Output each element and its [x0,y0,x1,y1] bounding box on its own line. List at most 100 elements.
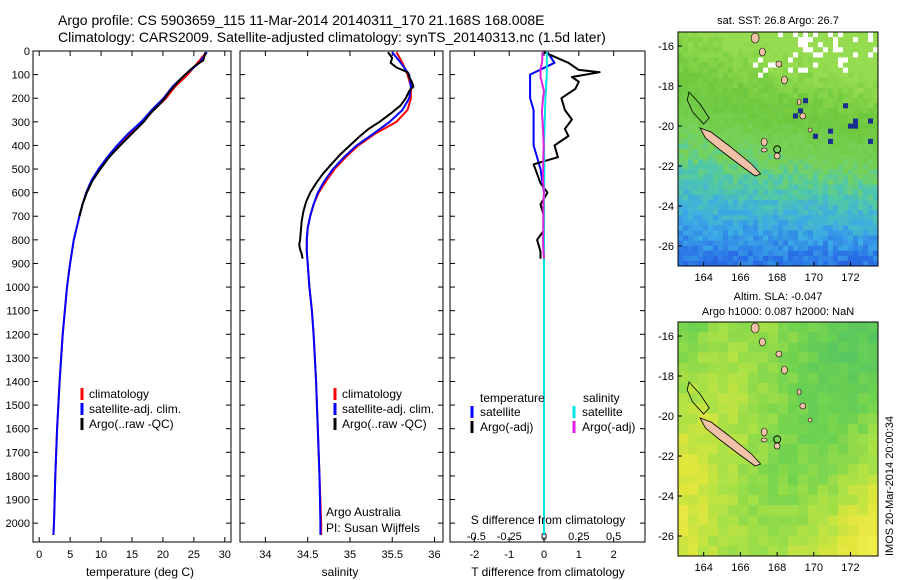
m-sst-cell [803,255,809,262]
m-sla-cell [768,342,779,353]
m-sst-cell [678,174,684,180]
m-sst-cell [853,98,859,104]
m-sst-cell [863,225,869,231]
m-sst-cell [728,67,734,74]
m-sst-cell [773,37,779,43]
m-sst-cell [678,133,684,140]
m-sst-cell [723,118,729,124]
m-sla-cell [768,484,779,496]
m-sst-cell [738,98,744,104]
m-sst-cell [823,123,829,130]
m-sst-cell [788,174,794,180]
m-sst-cell [768,133,774,140]
m-sst-cell [758,189,764,196]
m-sst-cell [788,154,794,160]
m-sla-x-tick-label: 172 [841,562,859,574]
m-sla-cell [708,464,719,475]
m-sst-cell [693,199,699,206]
m-sst-cell [678,189,684,196]
m-sst-cell [703,210,709,216]
m-sst-cell [683,77,689,84]
m-sst-cell [868,250,874,257]
m-sst-x-tick-label: 168 [768,272,786,284]
islet [773,442,781,450]
m-sst-cell [708,169,714,175]
m-sst-cell [818,118,824,124]
m-sst-cell [758,37,764,43]
m-sst-cell [838,32,844,38]
m-sst-cell [753,230,759,236]
m-sst-cell [723,82,729,89]
m-sst-cell [703,113,709,119]
m-sst-cell [708,62,714,69]
m-sst-cell [788,215,794,221]
m-sla-cell [828,484,839,496]
m-sla-cell [788,342,799,353]
m-sla-cell [848,433,859,445]
m-sla-cell [868,342,879,353]
m-sst-cell [838,118,844,124]
m-sst-cell [693,82,699,89]
m-sla-cell [808,362,819,374]
m-sla-cell [678,403,689,414]
m-sst-cell [873,118,879,124]
m-sla-cell [838,525,849,537]
m-sst-cell [823,260,829,267]
m-sst-cell [833,37,839,43]
m-sst-cell [733,72,739,79]
m-sst-cell [738,169,744,175]
m-sst-cell [748,108,754,114]
m-sst-cell [873,154,879,160]
m-sst-x-tick-label: 170 [805,272,823,284]
m-sst-cell [693,138,699,145]
m-sst-cell [683,47,689,53]
m-sst-cell [768,225,774,231]
m-sst-cell [828,67,834,74]
m-sst-cell [803,47,809,53]
m-sla-cell [828,342,839,353]
m-sst-cell [703,98,709,104]
m-sst-cell [678,143,684,150]
m-sst-cell [798,210,804,216]
m-sst-cell [853,235,859,241]
m-sst-cell [783,159,789,165]
m-sst-cell [763,42,769,48]
m-sst-cell [743,82,749,89]
m-sst-cell [818,230,824,236]
m-sst-cell [858,245,864,252]
m-sst-cell [693,72,699,79]
m-sst-cell [728,87,734,94]
m-sst-cell [778,215,784,221]
imos-timestamp: IMOS 20-Mar-2014 20:00:34 [884,416,896,556]
m-sst-cell [688,225,694,231]
m-sst-cell [803,179,809,186]
m-sst-cell [843,118,849,124]
m-sst-cell [783,138,789,145]
m-sst-cell [773,159,779,165]
m-sst-cell [788,189,794,196]
m-sst-cell [763,215,769,221]
m-sla-cell [698,484,709,496]
m-sst-cell [723,225,729,231]
m-sst-cell [828,235,834,241]
m-sst-cell [728,169,734,175]
m-sst-cell [793,189,799,196]
m-sla-cell [838,403,849,414]
m-sst-cell [743,98,749,104]
m-sst-y-tick-label: -16 [658,41,674,53]
m-sla-cell [838,433,849,445]
m-sst-cell [818,220,824,226]
m-sla-cell [708,545,719,557]
m-sst-cell [798,149,804,155]
m-sst-cell [728,220,734,226]
m-sst-cell [823,72,829,79]
m-sst-cell [708,210,714,216]
p-temp-x-tick-label: 10 [95,549,107,561]
m-sla-cell [738,383,749,394]
m-sst-cell [813,174,819,180]
m-sla-cell [828,332,839,343]
m-sst-cell [858,67,864,74]
m-sst-cell [708,98,714,104]
m-sst-cell [848,62,854,69]
m-sst-cell [703,118,709,124]
